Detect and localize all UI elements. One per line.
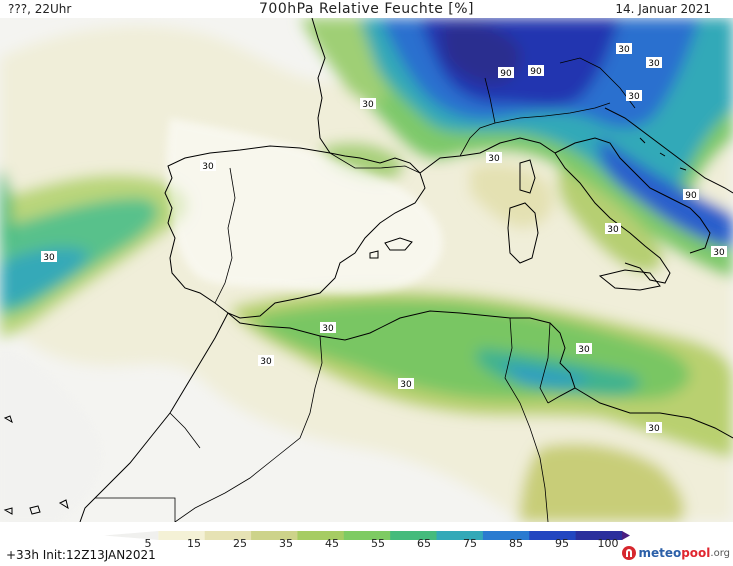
- contour-label-text: 30: [322, 324, 334, 334]
- coastlines: [3, 18, 733, 522]
- legend-tick-label: 55: [371, 537, 385, 548]
- legend-swatch: [158, 531, 206, 540]
- contour-label-text: 30: [618, 45, 630, 55]
- contour-label: 30: [605, 223, 621, 235]
- valid-time-label: ???, 22Uhr: [8, 2, 72, 16]
- forecast-init-label: +33h Init:12Z13JAN2021: [6, 548, 156, 562]
- legend-swatch: [343, 531, 391, 540]
- legend-tick-label: 5: [145, 537, 152, 548]
- contour-label: 30: [258, 355, 274, 367]
- legend-swatch: [104, 531, 159, 540]
- color-legend: 5 15 25 35 45 55 65 75 85 95 100: [104, 531, 630, 548]
- legend-tick-label: 85: [509, 537, 523, 548]
- contour-label-text: 30: [260, 357, 272, 367]
- contour-label: 90: [683, 189, 699, 201]
- contour-label: 30: [646, 422, 662, 434]
- humidity-map: 30 30 30 90 90 30 30 30 30 30 30 90 30 3…: [0, 18, 733, 522]
- legend-swatch: [622, 531, 630, 540]
- legend-swatches: [104, 531, 630, 540]
- contour-label: 30: [41, 251, 57, 263]
- contour-label-text: 30: [713, 248, 725, 258]
- contour-label: 30: [646, 57, 662, 69]
- legend-swatch: [482, 531, 530, 540]
- contour-label: 30: [626, 90, 642, 102]
- contour-label-text: 30: [648, 59, 660, 69]
- legend-swatch: [251, 531, 298, 540]
- meteopool-logo[interactable]: meteo pool .org: [622, 546, 730, 560]
- legend-tick-label: 15: [187, 537, 201, 548]
- contour-label: 30: [360, 98, 376, 110]
- contour-label: 90: [528, 65, 544, 77]
- contour-label: 30: [486, 152, 502, 164]
- logo-text-meteo: meteo: [638, 546, 682, 560]
- contour-label-text: 30: [362, 100, 374, 110]
- legend-swatch: [575, 531, 623, 540]
- contour-label: 30: [398, 378, 414, 390]
- forecast-date: 14. Januar 2021: [615, 2, 711, 16]
- contour-label-text: 90: [685, 191, 697, 201]
- legend-tick-label: 25: [233, 537, 247, 548]
- contour-label-text: 30: [578, 345, 590, 355]
- legend-tick-label: 95: [555, 537, 569, 548]
- contour-label-text: 90: [530, 67, 542, 77]
- legend-swatch: [204, 531, 252, 540]
- contour-label-text: 30: [607, 225, 619, 235]
- legend-swatch: [390, 531, 438, 540]
- contour-label: 30: [200, 160, 216, 172]
- contour-labels: 30 30 30 90 90 30 30 30 30 30 30 90 30 3…: [41, 43, 727, 434]
- legend-swatch: [297, 531, 345, 540]
- contour-label: 30: [576, 343, 592, 355]
- contour-label: 30: [711, 246, 727, 258]
- meteopool-logo-icon: [622, 546, 637, 560]
- legend-ticks: 5 15 25 35 45 55 65 75 85 95 100: [145, 537, 619, 548]
- contour-label-text: 30: [43, 253, 55, 263]
- contour-label: 30: [616, 43, 632, 55]
- contour-label-text: 90: [500, 69, 512, 79]
- legend-tick-label: 65: [417, 537, 431, 548]
- legend-tick-label: 45: [325, 537, 339, 548]
- legend-swatch: [529, 531, 577, 540]
- borders: [95, 57, 636, 522]
- legend-tick-label: 35: [279, 537, 293, 548]
- contour-label-text: 30: [648, 424, 660, 434]
- map-title: 700hPa Relative Feuchte [%]: [259, 1, 474, 17]
- legend-swatch: [436, 531, 484, 540]
- contour-label-text: 30: [202, 162, 214, 172]
- logo-text-pool: pool: [681, 546, 711, 560]
- contour-label-text: 30: [400, 380, 412, 390]
- logo-text-org: .org: [710, 547, 730, 559]
- contour-label-text: 30: [488, 154, 500, 164]
- contour-label: 90: [498, 67, 514, 79]
- legend-tick-label: 75: [463, 537, 477, 548]
- contour-label: 30: [320, 322, 336, 334]
- contour-label-text: 30: [628, 92, 640, 102]
- legend-tick-label: 100: [598, 537, 619, 548]
